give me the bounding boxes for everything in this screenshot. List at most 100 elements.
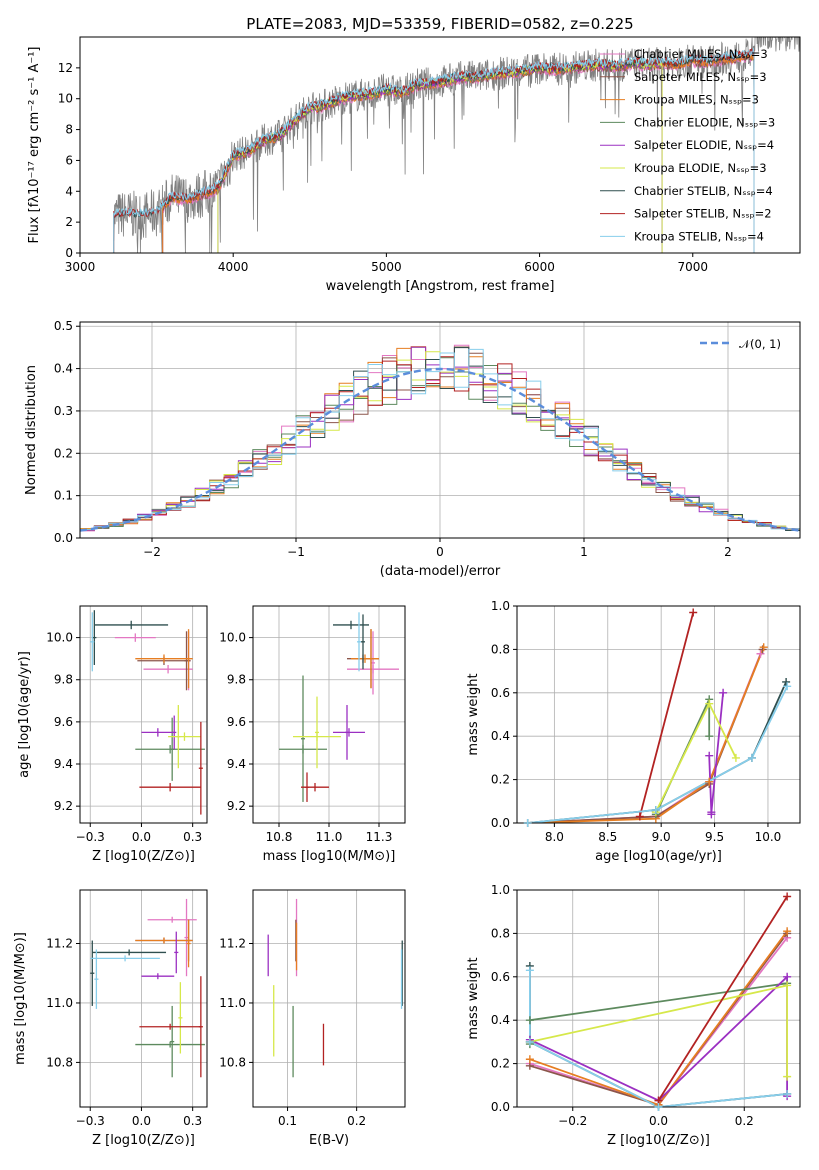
plot-area — [80, 344, 800, 532]
legend-entry: Salpeter ELODIE, Nₛₛₚ=4 — [634, 138, 774, 152]
x-tick-label: 0.2 — [347, 1114, 366, 1128]
y-tick-label: 0.4 — [491, 1013, 510, 1027]
weight-point — [783, 981, 792, 990]
normal-curve — [80, 367, 800, 532]
x-tick-label: 0.2 — [735, 1114, 754, 1128]
weight-point — [525, 1037, 534, 1046]
panel-age_vs_Z: −0.3 0.0 0.3 9.2 9.4 9.6 9.8 10.0 Z [log10(Z/Z⊙)… — [17, 605, 208, 864]
x-tick-label: 10.0 — [755, 830, 782, 844]
x-tick-label: 9.5 — [705, 830, 724, 844]
y-tick-label: 0.0 — [491, 1100, 510, 1114]
y-tick-label: 1.0 — [491, 599, 510, 613]
y-tick-label: 0.8 — [491, 642, 510, 656]
y-tick-label: 10 — [58, 92, 73, 106]
y-tick-label: 11.0 — [219, 996, 246, 1010]
weight-line — [529, 970, 788, 1107]
weight-point — [707, 808, 716, 817]
spectrum-legend: Chabrier MILES, Nₛₛₚ=3 Salpeter MILES, Nₛ… — [600, 47, 775, 243]
legend-entry: Kroupa MILES, Nₛₛₚ=3 — [634, 93, 759, 107]
x-axis-label: age [log10(age/yr)] — [595, 849, 722, 864]
x-tick-label: 0.3 — [183, 1114, 202, 1128]
weight-point — [747, 753, 756, 762]
y-tick-label: 0.2 — [54, 446, 73, 460]
y-tick-label: 9.2 — [54, 799, 73, 813]
y-tick-label: 11.2 — [219, 937, 246, 951]
panel-spectrum: 3000 4000 5000 6000 7000 0 2 4 6 8 10 12 wavelength … — [27, 15, 801, 294]
weight-point — [756, 649, 765, 658]
weight-point — [705, 777, 714, 786]
x-tick-label: 1 — [580, 545, 588, 559]
y-tick-label: 10.8 — [219, 1055, 246, 1069]
y-tick-label: 1.0 — [491, 883, 510, 897]
x-tick-label: −1 — [287, 545, 305, 559]
y-tick-label: 9.4 — [227, 757, 246, 771]
weight-point — [783, 682, 792, 691]
y-tick-label: 0.4 — [491, 729, 510, 743]
x-tick-label: 7000 — [677, 260, 708, 274]
legend-entry: Chabrier ELODIE, Nₛₛₚ=3 — [634, 115, 775, 129]
x-axis-label: Z [log10(Z/Z⊙)] — [607, 1133, 710, 1148]
x-tick-label: 0.1 — [278, 1114, 297, 1128]
plot-area — [90, 898, 205, 1078]
x-axis-label: (data-model)/error — [380, 564, 501, 579]
y-tick-label: 11.2 — [46, 937, 73, 951]
y-tick-label: 0.4 — [54, 362, 73, 376]
axes-frame — [79, 36, 801, 254]
y-tick-label: 0.0 — [54, 531, 73, 545]
weight-point — [783, 1089, 792, 1098]
y-tick-label: 10.8 — [46, 1055, 73, 1069]
x-tick-label: 0.0 — [132, 1114, 151, 1128]
chart-title: PLATE=2083, MJD=53359, FIBERID=0582, z=0… — [246, 15, 633, 33]
y-tick-label: 0.6 — [491, 970, 510, 984]
x-tick-label: 2 — [724, 545, 732, 559]
panel-age_vs_mass: 10.8 11.0 11.3 9.2 9.4 9.6 9.8 10.0 mass [log10(… — [219, 605, 406, 864]
x-tick-label: −0.3 — [76, 830, 105, 844]
weight-point — [525, 966, 534, 975]
weight-point — [719, 688, 728, 697]
y-axis-label: mass weight — [466, 673, 481, 755]
weight-point — [651, 805, 660, 814]
x-tick-label: 8.5 — [598, 830, 617, 844]
weight-point — [705, 751, 714, 760]
y-tick-label: 0.1 — [54, 489, 73, 503]
y-axis-label: Flux [fλ10⁻¹⁷ erg cm⁻² s⁻¹ A⁻¹] — [27, 47, 42, 244]
weight-point — [654, 1103, 663, 1111]
y-tick-label: 11.0 — [46, 996, 73, 1010]
axes-frame — [79, 605, 208, 824]
weight-point — [783, 1072, 792, 1081]
panel-residuals: −2 −1 0 1 2 0.0 0.1 0.2 0.3 0.4 0.5 (data-model)/er… — [24, 319, 801, 579]
weight-point — [705, 732, 714, 741]
y-tick-label: 9.2 — [227, 799, 246, 813]
legend-entry: Salpeter MILES, Nₛₛₚ=3 — [634, 70, 767, 84]
y-tick-label: 9.4 — [54, 757, 73, 771]
weight-line — [527, 685, 789, 823]
y-tick-label: 10.0 — [46, 631, 73, 645]
weight-point — [731, 753, 740, 762]
x-tick-label: 3000 — [65, 260, 96, 274]
y-tick-label: 0.0 — [491, 816, 510, 830]
y-axis-label: mass [log10(M/M⊙)] — [13, 932, 28, 1065]
y-axis-label: mass weight — [466, 957, 481, 1039]
x-tick-label: 11.0 — [316, 830, 343, 844]
weight-point — [689, 608, 698, 617]
y-tick-label: 0 — [65, 246, 73, 260]
weight-line — [638, 612, 695, 817]
y-axis-label: age [log10(age/yr)] — [17, 651, 32, 778]
x-tick-label: 8.0 — [545, 830, 564, 844]
weight-point — [759, 643, 768, 652]
weight-point — [635, 812, 644, 821]
x-tick-label: 11.3 — [366, 830, 393, 844]
weight-point — [783, 927, 792, 936]
legend-entry: Chabrier MILES, Nₛₛₚ=3 — [634, 47, 768, 61]
x-tick-label: −0.2 — [558, 1114, 587, 1128]
x-tick-label: −0.3 — [76, 1114, 105, 1128]
y-tick-label: 9.8 — [227, 673, 246, 687]
weight-point — [783, 892, 792, 901]
y-tick-label: 9.6 — [227, 715, 246, 729]
x-axis-label: E(B-V) — [309, 1133, 349, 1148]
weight-line — [657, 896, 788, 1101]
x-tick-label: 0.0 — [132, 830, 151, 844]
y-tick-label: 9.8 — [54, 673, 73, 687]
plot-area — [90, 610, 205, 815]
panel-weight_vs_age: 8.0 8.5 9.0 9.5 10.0 0.0 0.2 0.4 0.6 0.8 1.0 age [l… — [466, 599, 801, 864]
